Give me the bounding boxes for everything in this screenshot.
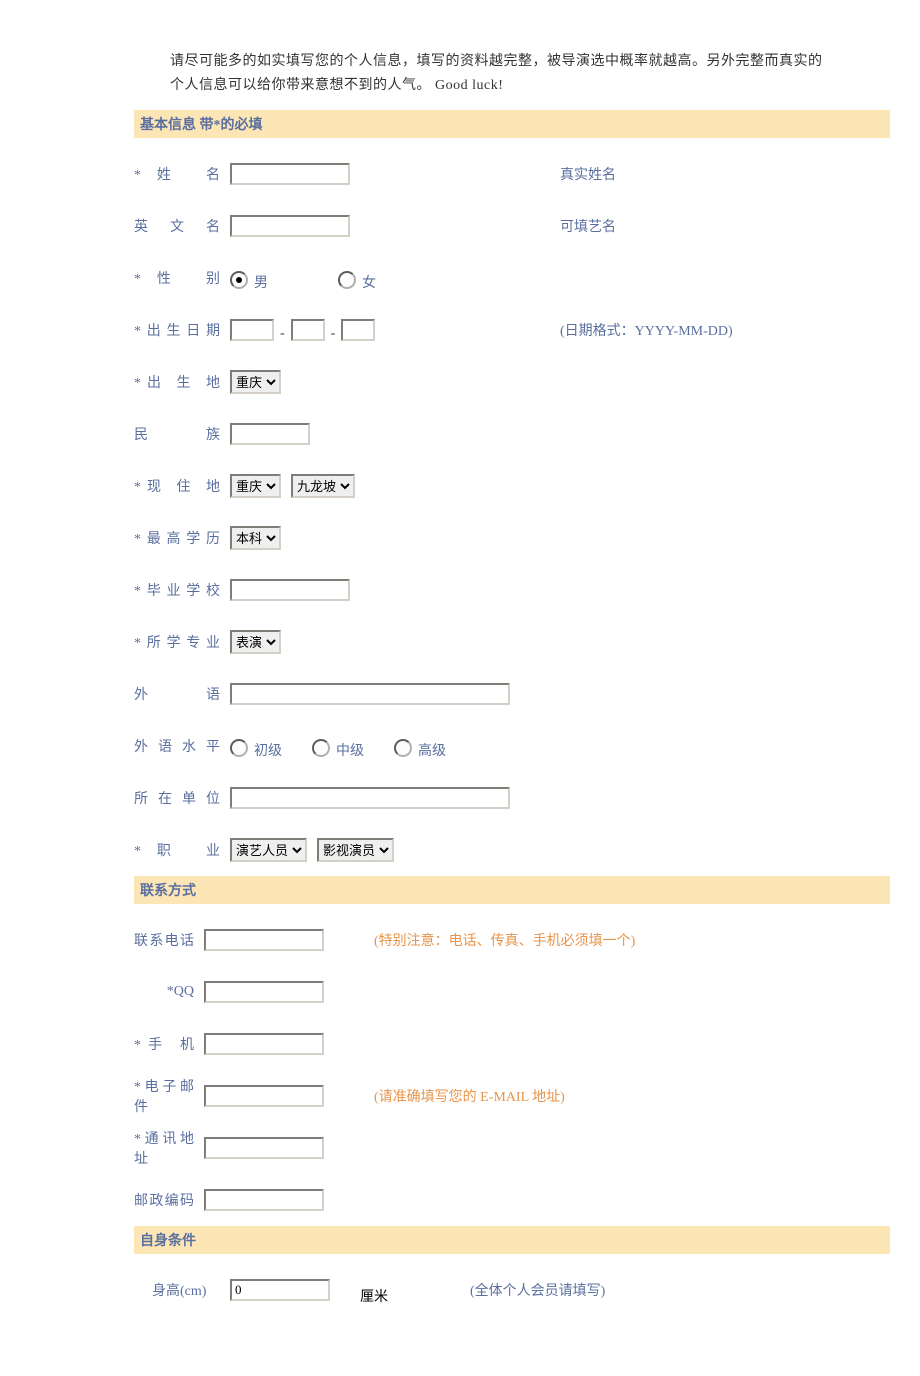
label-postcode: 邮政编码	[134, 1190, 204, 1210]
label-birthdate: *出生日期	[134, 320, 230, 340]
email-input[interactable]	[204, 1085, 324, 1107]
birthplace-select[interactable]: 重庆	[230, 370, 281, 394]
height-unit: 厘米	[360, 1286, 388, 1306]
height-input[interactable]	[230, 1279, 330, 1301]
label-name: *姓 名	[134, 164, 230, 184]
mobile-input[interactable]	[204, 1033, 324, 1055]
education-select[interactable]: 本科	[230, 526, 281, 550]
foreign-lang-input[interactable]	[230, 683, 510, 705]
label-gender: *性 别	[134, 268, 230, 288]
label-residence: *现 住 地	[134, 476, 230, 496]
row-postcode: 邮政编码	[134, 1174, 860, 1226]
section-body-header: 自身条件	[134, 1226, 890, 1254]
school-input[interactable]	[230, 579, 350, 601]
phone-input[interactable]	[204, 929, 324, 951]
row-address: *通讯地址	[134, 1122, 860, 1174]
hint-height: (全体个人会员请填写)	[470, 1280, 860, 1300]
radio-level-2[interactable]	[312, 739, 330, 757]
label-phone: 联系电话	[134, 930, 204, 950]
row-height: 身高(cm) 厘米 (全体个人会员请填写)	[134, 1264, 860, 1316]
label-qq: *QQ	[134, 984, 204, 1000]
row-school: *毕业学校	[134, 564, 860, 616]
radio-level-3[interactable]	[394, 739, 412, 757]
row-occupation: *职 业 演艺人员 影视演员	[134, 824, 860, 876]
label-school: *毕业学校	[134, 580, 230, 600]
hint-phone: (特别注意：电话、传真、手机必须填一个)	[374, 930, 860, 950]
row-en-name: 英 文 名 可填艺名	[134, 200, 860, 252]
employer-input[interactable]	[230, 787, 510, 809]
radio-level-3-label: 高级	[418, 740, 446, 760]
label-height: 身高(cm)	[134, 1280, 230, 1300]
radio-level-1-label: 初级	[254, 740, 282, 760]
row-gender: *性 别 男 女	[134, 252, 860, 304]
hint-en-name: 可填艺名	[560, 216, 860, 236]
birth-year-input[interactable]	[230, 319, 274, 341]
radio-level-2-label: 中级	[336, 740, 364, 760]
postcode-input[interactable]	[204, 1189, 324, 1211]
row-employer: 所在单位	[134, 772, 860, 824]
label-education: *最高学历	[134, 528, 230, 548]
qq-input[interactable]	[204, 981, 324, 1003]
en-name-input[interactable]	[230, 215, 350, 237]
row-mobile: *手 机	[134, 1018, 860, 1070]
occupation-cat-select[interactable]: 演艺人员	[230, 838, 307, 862]
birth-sep1: -	[280, 326, 285, 342]
intro-line1: 请尽可能多的如实填写您的个人信息，填写的资料越完整，被导演选中概率就越高。另外完…	[170, 54, 823, 69]
name-input[interactable]	[230, 163, 350, 185]
radio-male[interactable]	[230, 271, 248, 289]
row-qq: *QQ	[134, 966, 860, 1018]
page: 请尽可能多的如实填写您的个人信息，填写的资料越完整，被导演选中概率就越高。另外完…	[0, 0, 920, 1376]
row-major: *所学专业 表演	[134, 616, 860, 668]
row-birthplace: *出 生 地 重庆	[134, 356, 860, 408]
label-mobile: *手 机	[134, 1034, 204, 1054]
label-occupation: *职 业	[134, 840, 230, 860]
hint-birthdate: (日期格式：YYYY-MM-DD)	[560, 320, 860, 340]
residence-province-select[interactable]: 重庆	[230, 474, 281, 498]
radio-male-label: 男	[254, 272, 268, 292]
ethnic-input[interactable]	[230, 423, 310, 445]
label-address: *通讯地址	[134, 1128, 204, 1168]
radio-female[interactable]	[338, 271, 356, 289]
label-email: *电子邮件	[134, 1076, 204, 1116]
row-education: *最高学历 本科	[134, 512, 860, 564]
occupation-sub-select[interactable]: 影视演员	[317, 838, 394, 862]
label-foreign-lang: 外 语	[134, 684, 230, 704]
row-lang-level: 外语水平 初级 中级 高级	[134, 720, 860, 772]
label-employer: 所在单位	[134, 788, 230, 808]
row-phone: 联系电话 (特别注意：电话、传真、手机必须填一个)	[134, 914, 860, 966]
section-basic-header: 基本信息 带*的必填	[134, 110, 890, 138]
intro-line2: 个人信息可以给你带来意想不到的人气。 Good luck!	[170, 78, 503, 93]
label-lang-level: 外语水平	[134, 736, 230, 756]
radio-female-label: 女	[362, 272, 376, 292]
label-en-name: 英 文 名	[134, 216, 230, 236]
label-birthplace: *出 生 地	[134, 372, 230, 392]
label-major: *所学专业	[134, 632, 230, 652]
intro-text: 请尽可能多的如实填写您的个人信息，填写的资料越完整，被导演选中概率就越高。另外完…	[170, 50, 860, 98]
row-residence: *现 住 地 重庆 九龙坡	[134, 460, 860, 512]
section-contact-header: 联系方式	[134, 876, 890, 904]
radio-level-1[interactable]	[230, 739, 248, 757]
birth-month-input[interactable]	[291, 319, 325, 341]
row-foreign-lang: 外 语	[134, 668, 860, 720]
hint-name: 真实姓名	[560, 164, 860, 184]
radio-dot	[236, 277, 242, 283]
residence-district-select[interactable]: 九龙坡	[291, 474, 355, 498]
row-birthdate: *出生日期 - - (日期格式：YYYY-MM-DD)	[134, 304, 860, 356]
major-select[interactable]: 表演	[230, 630, 281, 654]
row-ethnic: 民 族	[134, 408, 860, 460]
hint-email: (请准确填写您的 E-MAIL 地址)	[374, 1086, 860, 1106]
label-ethnic: 民 族	[134, 424, 230, 444]
row-name: *姓 名 真实姓名	[134, 148, 860, 200]
birth-sep2: -	[331, 326, 336, 342]
birth-day-input[interactable]	[341, 319, 375, 341]
row-email: *电子邮件 (请准确填写您的 E-MAIL 地址)	[134, 1070, 860, 1122]
address-input[interactable]	[204, 1137, 324, 1159]
